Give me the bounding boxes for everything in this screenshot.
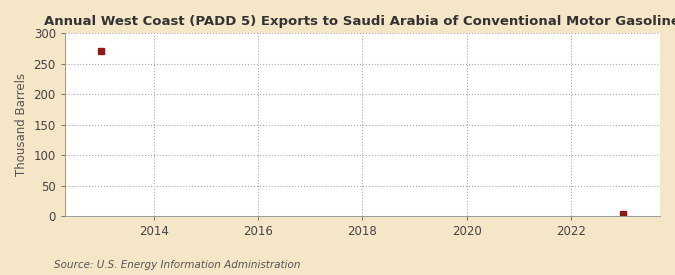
Text: Source: U.S. Energy Information Administration: Source: U.S. Energy Information Administ… [54, 260, 300, 270]
Y-axis label: Thousand Barrels: Thousand Barrels [15, 73, 28, 176]
Title: Annual West Coast (PADD 5) Exports to Saudi Arabia of Conventional Motor Gasolin: Annual West Coast (PADD 5) Exports to Sa… [45, 15, 675, 28]
